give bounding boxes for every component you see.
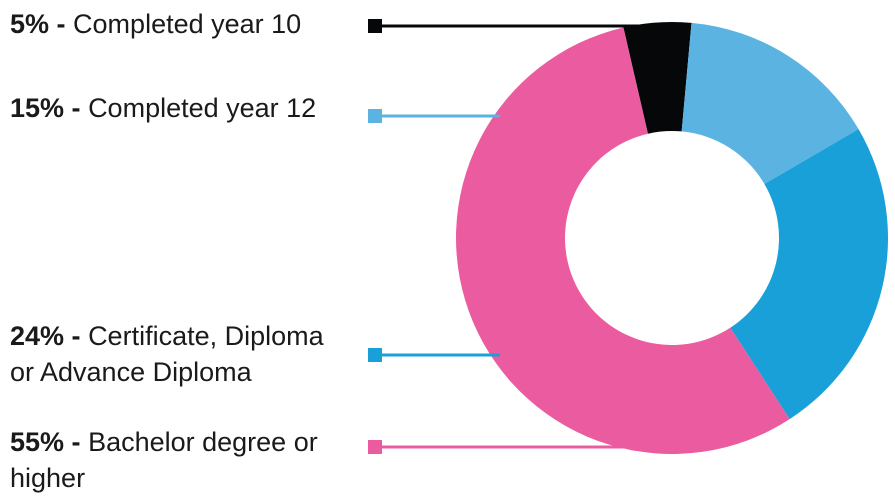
slice-certificate [730, 129, 889, 420]
leader-year10-marker [368, 19, 382, 33]
legend-pct: 5% - [10, 9, 66, 39]
leader-year12-marker [368, 109, 382, 123]
legend-text-line2: higher [10, 463, 86, 493]
legend-pct: 55% - [10, 427, 81, 457]
slice-bachelor [456, 27, 790, 454]
leader-bachelor-marker [368, 440, 382, 454]
legend-label-certificate: 24% - Certificate, Diploma or Advance Di… [10, 318, 324, 390]
legend-label-year10: 5% - Completed year 10 [10, 6, 301, 42]
legend-pct: 24% - [10, 321, 81, 351]
legend-text-line2: or Advance Diploma [10, 357, 252, 387]
legend-label-year12: 15% - Completed year 12 [10, 90, 316, 126]
legend-text: Bachelor degree or [88, 427, 318, 457]
slice-year10 [623, 22, 692, 134]
slice-year12 [681, 22, 859, 185]
legend-text: Completed year 12 [88, 93, 317, 123]
leader-lines [368, 19, 680, 454]
leader-certificate-marker [368, 348, 382, 362]
legend-pct: 15% - [10, 93, 81, 123]
legend-text: Completed year 10 [73, 9, 302, 39]
legend-text: Certificate, Diploma [88, 321, 324, 351]
legend-label-bachelor: 55% - Bachelor degree or higher [10, 424, 318, 496]
donut-slices [456, 22, 889, 454]
